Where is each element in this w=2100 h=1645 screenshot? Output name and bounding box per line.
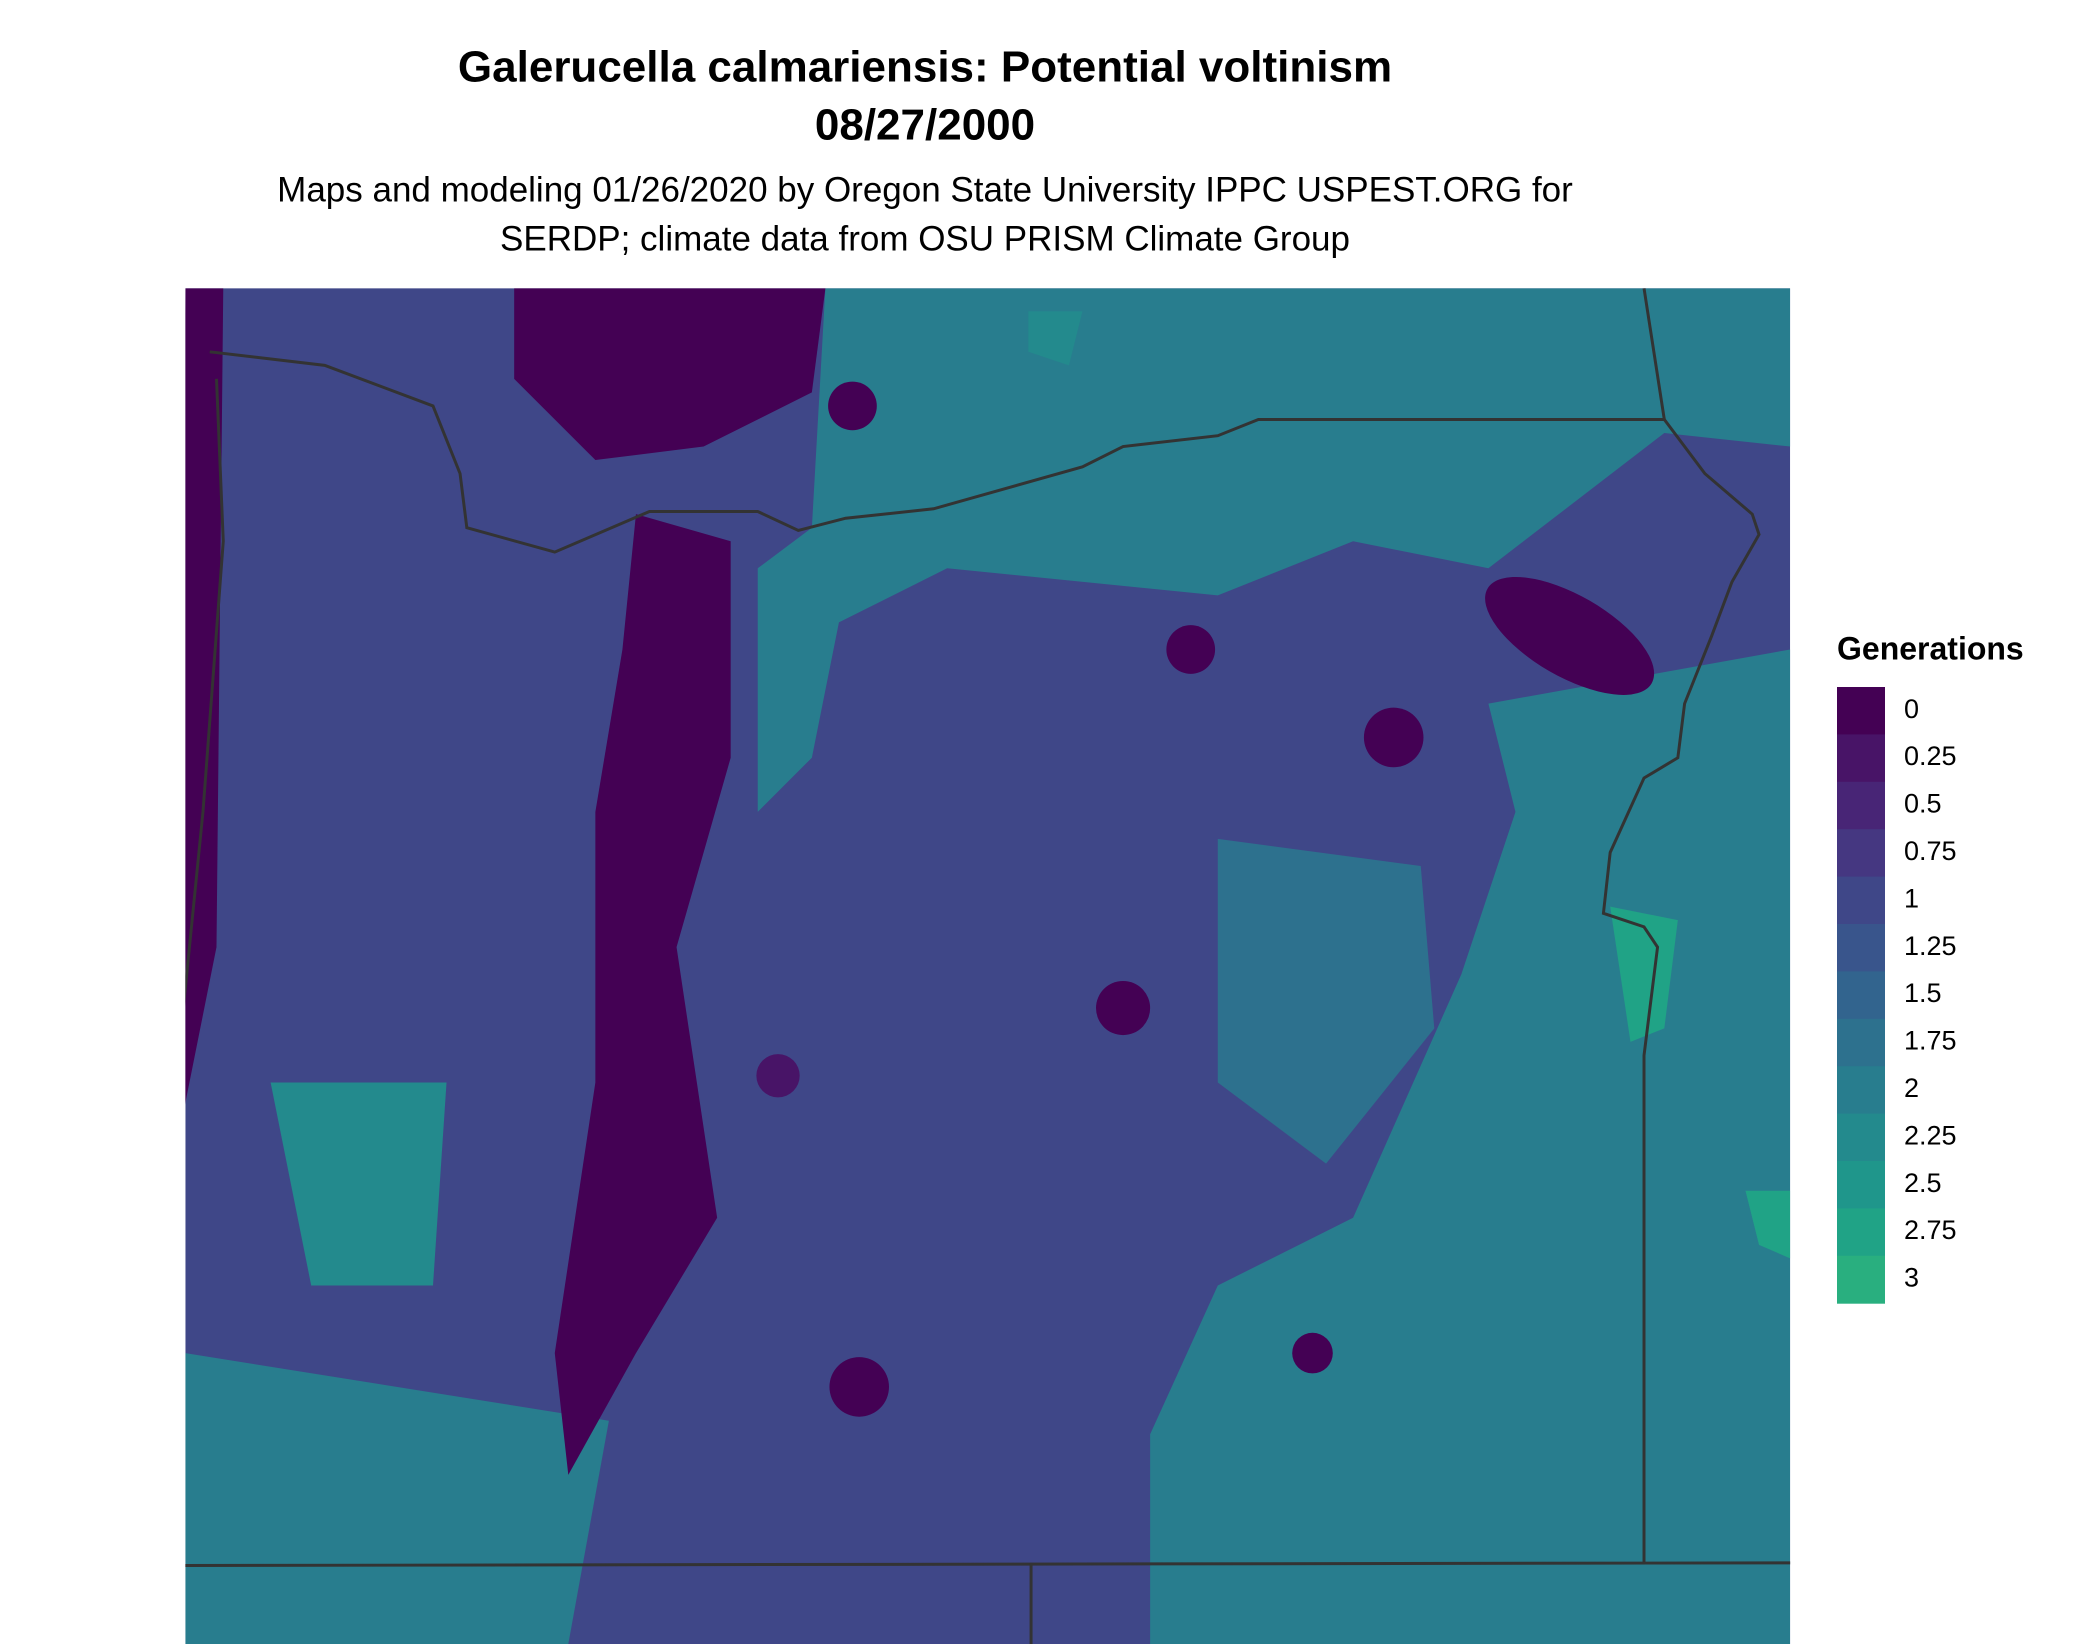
region (1217, 838, 1435, 1164)
legend-swatch (1837, 781, 1885, 830)
region (1150, 649, 1791, 1645)
map-date: 08/27/2000 (815, 101, 1035, 150)
legend-label: 0.5 (1904, 789, 1942, 819)
legend-swatch (1837, 734, 1885, 783)
legend-label: 2.75 (1904, 1215, 1957, 1245)
legend-label: 3 (1904, 1263, 1919, 1293)
region (1745, 1190, 1791, 1259)
region (270, 1082, 447, 1286)
legend-swatch (1837, 1255, 1885, 1304)
map (185, 288, 1791, 1645)
region (829, 1357, 889, 1417)
legend-label: 1.25 (1904, 931, 1957, 961)
map-title: Galerucella calmariensis: Potential volt… (458, 43, 1392, 92)
legend-label: 0 (1904, 694, 1919, 724)
legend-label: 0.25 (1904, 741, 1957, 771)
region (1485, 576, 1655, 695)
legend-label: 1.75 (1904, 1026, 1957, 1056)
legend-swatch (1837, 687, 1885, 735)
legend-label: 2.25 (1904, 1120, 1957, 1150)
legend: 0 0.25 0.5 0.75 1 1.25 1.5 1.75 2 2.25 2.5 2.75 3 (1837, 687, 1957, 1304)
legend-swatch (1837, 971, 1885, 1020)
region (185, 1353, 609, 1645)
legend-label: 0.75 (1904, 836, 1957, 866)
region (554, 514, 731, 1475)
legend-label: 1.5 (1904, 978, 1942, 1008)
legend-swatch (1837, 1208, 1885, 1257)
subtitle-line: SERDP; climate data from OSU PRISM Clima… (500, 219, 1350, 258)
subtitle-line: Maps and modeling 01/26/2020 by Oregon S… (277, 170, 1573, 209)
legend-swatch (1837, 829, 1885, 878)
legend-label: 2.5 (1904, 1168, 1942, 1198)
region (1610, 906, 1678, 1042)
legend-swatch (1837, 1066, 1885, 1115)
legend-label: 1 (1904, 883, 1919, 913)
legend-swatch (1837, 924, 1885, 972)
region (756, 1054, 800, 1098)
legend-swatch (1837, 1018, 1885, 1067)
legend-title: Generations (1837, 630, 2024, 666)
legend-swatch (1837, 1161, 1885, 1209)
legend-swatch (1837, 876, 1885, 925)
region (514, 288, 826, 461)
region (1028, 311, 1083, 366)
region (1292, 1332, 1333, 1374)
region (1363, 707, 1424, 768)
region (1096, 980, 1151, 1036)
coastline (185, 378, 225, 1003)
region (1166, 625, 1216, 674)
state-border (209, 350, 1761, 1563)
legend-label: 2 (1904, 1073, 1919, 1103)
legend-swatch (1837, 1113, 1885, 1162)
state-border (1642, 288, 1666, 420)
state-border (185, 1561, 1791, 1567)
region (828, 381, 877, 431)
